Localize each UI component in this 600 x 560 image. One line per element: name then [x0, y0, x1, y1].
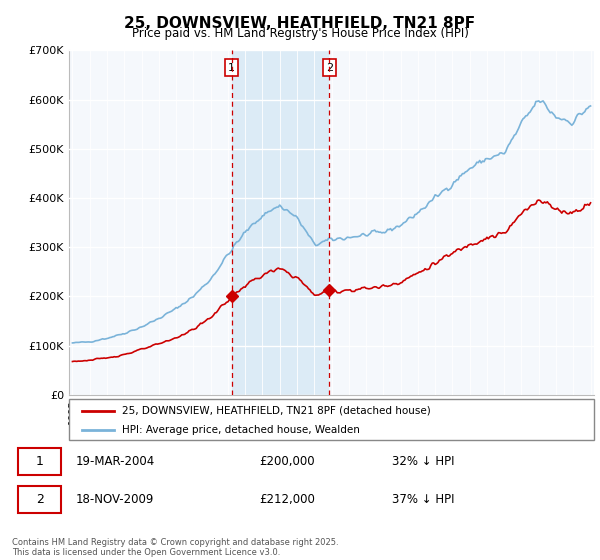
- Text: 37% ↓ HPI: 37% ↓ HPI: [392, 493, 455, 506]
- Text: £212,000: £212,000: [260, 493, 316, 506]
- FancyBboxPatch shape: [18, 486, 61, 513]
- Text: 19-MAR-2004: 19-MAR-2004: [76, 455, 155, 468]
- Text: 1: 1: [36, 455, 44, 468]
- Text: 18-NOV-2009: 18-NOV-2009: [76, 493, 154, 506]
- FancyBboxPatch shape: [18, 448, 61, 475]
- Bar: [232, 50, 329, 395]
- Text: HPI: Average price, detached house, Wealden: HPI: Average price, detached house, Weal…: [121, 424, 359, 435]
- Text: £200,000: £200,000: [260, 455, 316, 468]
- Text: 32% ↓ HPI: 32% ↓ HPI: [392, 455, 455, 468]
- Text: 25, DOWNSVIEW, HEATHFIELD, TN21 8PF (detached house): 25, DOWNSVIEW, HEATHFIELD, TN21 8PF (det…: [121, 405, 430, 416]
- Text: 1: 1: [228, 63, 235, 73]
- Text: 2: 2: [36, 493, 44, 506]
- Text: Price paid vs. HM Land Registry's House Price Index (HPI): Price paid vs. HM Land Registry's House …: [131, 27, 469, 40]
- Text: Contains HM Land Registry data © Crown copyright and database right 2025.
This d: Contains HM Land Registry data © Crown c…: [12, 538, 338, 557]
- Text: 2: 2: [326, 63, 333, 73]
- Text: 25, DOWNSVIEW, HEATHFIELD, TN21 8PF: 25, DOWNSVIEW, HEATHFIELD, TN21 8PF: [124, 16, 476, 31]
